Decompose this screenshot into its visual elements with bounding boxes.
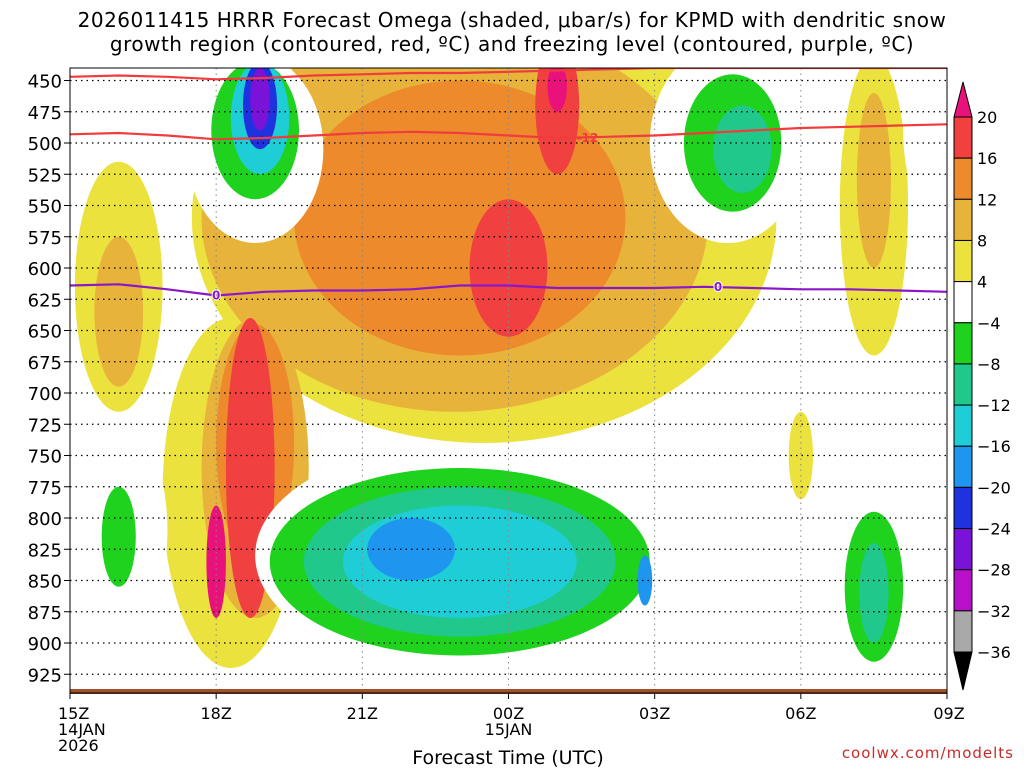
y-tick-label-775: 775 <box>28 478 62 499</box>
colorbar-swatch-3 <box>953 198 973 241</box>
chart-title-line-1: 2026011415 HRRR Forecast Omega (shaded, … <box>77 8 947 32</box>
y-tick-label-550: 550 <box>28 197 62 218</box>
colorbar-label-10: −24 <box>977 520 1011 539</box>
colorbar-label-8: −16 <box>977 437 1011 456</box>
colorbar-label-13: −36 <box>977 643 1011 662</box>
y-tick-label-575: 575 <box>28 228 62 249</box>
colorbar-label-12: −32 <box>977 602 1011 621</box>
omega-region-21 <box>637 555 653 606</box>
x-tick-label-30-0: 06Z <box>785 704 816 723</box>
colorbar-label-3: 8 <box>977 231 987 250</box>
y-tick-label-650: 650 <box>28 322 62 343</box>
colorbar-swatch-6 <box>953 322 973 365</box>
omega-region-35 <box>859 543 889 643</box>
y-tick-label-600: 600 <box>28 259 62 280</box>
y-tick-label-750: 750 <box>28 447 62 468</box>
y-tick-label-475: 475 <box>28 103 62 124</box>
y-tick-label-875: 875 <box>28 603 62 624</box>
colorbar-swatch-2 <box>953 157 973 200</box>
omega-region-27 <box>903 68 947 212</box>
y-tick-label-825: 825 <box>28 540 62 561</box>
omega-region-12 <box>547 68 567 112</box>
chart-title-line-2: growth region (contoured, red, ºC) and f… <box>109 32 915 56</box>
omega-region-11 <box>206 505 226 618</box>
omega-region-1 <box>94 236 144 387</box>
omega-region-14 <box>856 93 891 268</box>
colorbar-label-0: 20 <box>977 108 997 127</box>
colorbar-label-7: −12 <box>977 396 1011 415</box>
colorbar-label-11: −28 <box>977 561 1011 580</box>
freezing-level-contour <box>70 283 947 297</box>
colorbar-swatch-12 <box>953 569 973 612</box>
x-tick-label-18-0: 18Z <box>201 704 232 723</box>
freezing-level-label-1: 0 <box>714 280 722 294</box>
dgz-contour-label: -12 <box>577 131 599 145</box>
colorbar-label-5: −4 <box>977 314 1001 333</box>
omega-region-32 <box>250 68 270 131</box>
colorbar-label-6: −8 <box>977 355 1001 374</box>
y-tick-label-925: 925 <box>28 665 62 686</box>
x-axis-label: Forecast Time (UTC) <box>412 747 603 768</box>
y-tick-label-525: 525 <box>28 165 62 186</box>
y-tick-label-900: 900 <box>28 634 62 655</box>
colorbar-swatch-11 <box>953 528 973 571</box>
colorbar-label-2: 12 <box>977 190 997 209</box>
colorbar-legend: 20 16 12 8 4 −4 −8 −12 −16 −20 −24 −28 −32 −36 <box>953 81 1011 691</box>
colorbar-label-1: 16 <box>977 149 997 168</box>
x-tick-label-15-0: 15Z <box>58 704 89 723</box>
omega-region-15 <box>788 411 814 500</box>
y-tick-label-625: 625 <box>28 290 62 311</box>
y-tick-label-800: 800 <box>28 509 62 530</box>
x-tick-label-27-0: 03Z <box>639 704 670 723</box>
colorbar-swatch-8 <box>953 404 973 447</box>
omega-region-8 <box>469 199 548 337</box>
contour-lines: -12 0 0 <box>70 68 947 304</box>
dgz-contour-1 <box>70 123 947 141</box>
ground-surface-bar <box>70 689 947 694</box>
omega-region-26 <box>713 105 772 193</box>
colorbar-swatch-10 <box>953 486 973 530</box>
y-tick-label-500: 500 <box>28 134 62 155</box>
colorbar-swatch-1 <box>953 116 973 159</box>
colorbar-bottom-arrow <box>953 651 973 691</box>
dgz-contour-0 <box>70 68 947 81</box>
freezing-level-label-0: 0 <box>212 289 220 303</box>
y-tick-label-675: 675 <box>28 353 62 374</box>
omega-region-9 <box>535 68 580 175</box>
colorbar-swatch-13 <box>953 610 973 653</box>
y-tick-label-700: 700 <box>28 384 62 405</box>
y-tick-label-725: 725 <box>28 415 62 436</box>
omega-shading <box>74 68 947 693</box>
colorbar-swatch-5 <box>953 281 973 324</box>
x-tick-label-24-0: 00Z <box>493 704 524 723</box>
x-tick-label-33-0: 09Z <box>933 704 964 723</box>
x-tick-label-15-1: 14JAN <box>58 720 106 739</box>
colorbar-swatch-9 <box>953 445 973 488</box>
x-tick-label-15-2: 2026 <box>58 736 99 755</box>
colorbar-swatch-4 <box>953 239 973 283</box>
colorbar-swatch-7 <box>953 363 973 406</box>
y-tick-label-850: 850 <box>28 572 62 593</box>
site-credit[interactable]: coolwx.com/modelts <box>841 744 1014 762</box>
colorbar-label-4: 4 <box>977 273 987 292</box>
colorbar-label-9: −20 <box>977 478 1011 497</box>
x-tick-label-24-1: 15JAN <box>485 720 533 739</box>
omega-region-23 <box>101 486 136 587</box>
y-tick-label-450: 450 <box>28 72 62 93</box>
x-tick-label-21-0: 21Z <box>347 704 378 723</box>
y-axis: 450 475 500 525 550 575 600 625 650 675 700 725 750 7… <box>28 72 70 686</box>
colorbar-top-arrow <box>953 81 973 118</box>
